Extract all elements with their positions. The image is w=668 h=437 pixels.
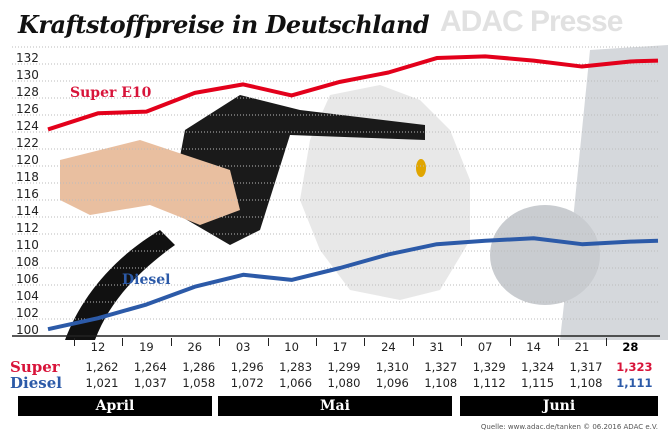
x-tick-label: 28	[622, 340, 639, 354]
y-tick-label: 126	[16, 102, 39, 116]
x-tick-label: 21	[574, 340, 590, 354]
diesel-price-cell: 1,021	[85, 376, 119, 390]
month-mai: Mai	[218, 396, 452, 416]
month-april: April	[18, 396, 212, 416]
x-tick-mark	[412, 338, 414, 346]
y-tick-label: 116	[16, 187, 39, 201]
month-juni: Juni	[460, 396, 658, 416]
super-price-cell: 1,317	[569, 360, 603, 374]
x-tick-label: 24	[381, 340, 396, 354]
y-tick-label: 104	[16, 289, 39, 303]
super-price-cell: 1,299	[327, 360, 361, 374]
y-tick-label: 108	[16, 255, 39, 269]
background-illustration	[60, 45, 668, 340]
super-price-cell: 1,310	[375, 360, 409, 374]
diesel-series-line	[47, 236, 659, 332]
super-price-cell: 1,286	[182, 360, 216, 374]
super-price-cell: 1,296	[230, 360, 264, 374]
diesel-series-label: Diesel	[122, 272, 170, 288]
source-note: Quelle: www.adac.de/tanken © 06.2016 ADA…	[480, 423, 658, 431]
y-tick-label: 114	[16, 204, 39, 218]
x-tick-label: 03	[235, 340, 251, 354]
super-price-cell: 1,283	[279, 360, 313, 374]
y-tick-label: 122	[16, 136, 39, 150]
y-tick-label: 112	[16, 221, 39, 235]
x-tick-mark	[267, 338, 269, 346]
diesel-price-cell: 1,111	[616, 376, 653, 390]
super-price-cell: 1,262	[85, 360, 119, 374]
fuel-cap-shape	[490, 205, 600, 305]
diesel-price-cell: 1,080	[327, 376, 361, 390]
super-price-cell: 1,327	[424, 360, 458, 374]
y-tick-label: 130	[16, 68, 39, 82]
x-tick-mark	[219, 338, 221, 346]
diesel-price-cell: 1,072	[230, 376, 264, 390]
fuel-drop-shape	[416, 159, 426, 177]
y-tick-label: 110	[16, 238, 39, 252]
x-tick-mark	[122, 338, 124, 346]
diesel-price-cell: 1,058	[182, 376, 216, 390]
y-tick-label: 132	[16, 51, 39, 65]
super-series-label: Super E10	[70, 85, 152, 101]
diesel-price-cell: 1,066	[279, 376, 313, 390]
super-series-line	[47, 54, 659, 132]
x-tick-label: 17	[332, 340, 348, 354]
x-tick-label: 19	[139, 340, 154, 354]
x-tick-label: 12	[90, 340, 106, 354]
y-tick-label: 128	[16, 85, 39, 99]
x-tick-mark	[74, 338, 75, 346]
super-price-cell: 1,324	[521, 360, 555, 374]
x-tick-mark	[170, 338, 172, 346]
super-row-label: Super	[10, 358, 60, 376]
y-tick-label: 102	[16, 306, 39, 320]
y-tick-label: 124	[16, 119, 39, 133]
x-tick-mark	[558, 338, 559, 346]
y-tick-label: 120	[16, 153, 39, 167]
diesel-price-cell: 1,108	[424, 376, 458, 390]
x-tick-label: 14	[526, 340, 541, 354]
y-tick-label: 118	[16, 170, 39, 184]
y-tick-label: 100	[16, 323, 39, 337]
x-tick-label: 26	[187, 340, 203, 354]
diesel-price-cell: 1,108	[569, 376, 603, 390]
super-price-cell: 1,329	[472, 360, 506, 374]
super-price-cell: 1,264	[133, 360, 167, 374]
diesel-price-cell: 1,112	[472, 376, 506, 390]
diesel-price-cell: 1,096	[375, 376, 409, 390]
chart-title: Kraftstoffpreise in Deutschland	[18, 10, 430, 39]
x-tick-mark	[364, 338, 366, 346]
diesel-price-cell: 1,037	[133, 376, 167, 390]
x-tick-mark	[461, 338, 463, 346]
x-tick-label: 07	[477, 340, 493, 354]
x-tick-label: 10	[284, 340, 299, 354]
x-tick-mark	[509, 338, 511, 346]
y-tick-label: 106	[16, 272, 39, 286]
super-price-cell: 1,323	[616, 360, 653, 374]
diesel-row-label: Diesel	[10, 374, 62, 392]
x-tick-label: 31	[429, 340, 445, 354]
x-tick-mark	[316, 338, 317, 346]
diesel-price-cell: 1,115	[521, 376, 555, 390]
x-tick-mark	[606, 338, 608, 346]
watermark: ADAC Presse	[440, 5, 623, 38]
